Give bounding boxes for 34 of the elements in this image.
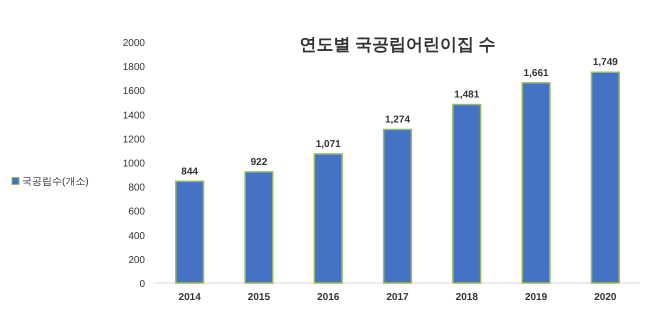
data-label: 922 (250, 156, 268, 168)
bar (244, 171, 274, 284)
data-label: 1,661 (524, 68, 550, 79)
data-label: 1,071 (316, 138, 342, 150)
x-tick-label: 2016 (317, 292, 340, 303)
y-tick-label: 1600 (122, 86, 146, 98)
y-tick-label: 800 (128, 182, 146, 194)
data-label: 1,749 (592, 57, 618, 68)
bar (314, 153, 343, 284)
bar (175, 180, 204, 284)
x-tick-label: 2014 (178, 292, 202, 303)
legend-label: 국공립수(개소) (22, 176, 89, 188)
bar (521, 82, 551, 284)
chart-title: 연도별 국공립어린이집 수 (299, 35, 496, 54)
data-label: 844 (181, 166, 198, 178)
y-tick-label: 600 (128, 206, 146, 218)
x-tick-label: 2019 (524, 292, 548, 303)
data-label: 1,481 (454, 90, 480, 101)
y-tick-label: 2000 (122, 38, 146, 49)
x-tick-label: 2017 (386, 292, 410, 303)
x-tick-label: 2015 (248, 292, 270, 303)
bar (590, 71, 620, 284)
y-tick-label: 1200 (122, 134, 146, 146)
data-label: 1,274 (384, 114, 410, 126)
x-tick-label: 2018 (456, 292, 478, 303)
y-tick-label: 400 (128, 230, 146, 242)
y-tick-label: 0 (139, 279, 146, 290)
y-tick-label: 1800 (122, 62, 146, 74)
x-tick-label: 2020 (594, 292, 617, 303)
bar (452, 104, 482, 284)
bar (382, 128, 412, 284)
y-tick-label: 1400 (122, 110, 146, 122)
y-tick-label: 200 (128, 254, 146, 266)
y-tick-label: 1000 (122, 158, 146, 170)
